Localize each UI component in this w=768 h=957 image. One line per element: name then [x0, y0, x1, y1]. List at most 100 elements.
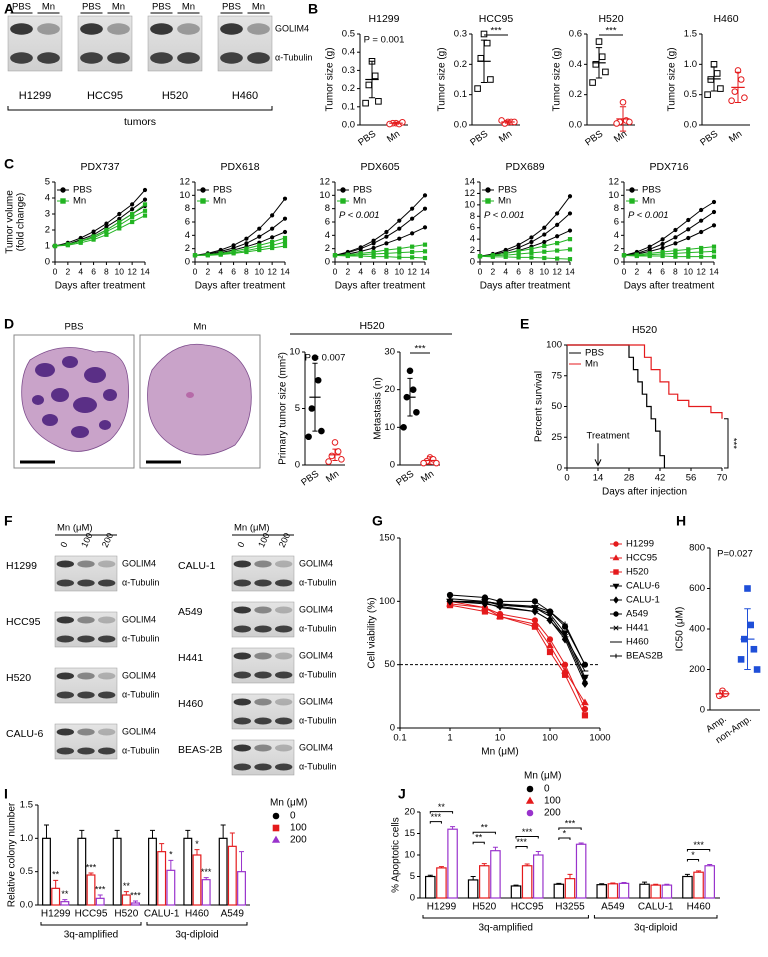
data-point: [555, 241, 560, 246]
data-point: [711, 249, 717, 254]
data-point: [634, 253, 639, 259]
data-point: [546, 636, 554, 643]
y-tick-label: 4: [185, 230, 190, 241]
error-bar: [696, 870, 702, 873]
legend-title: Mn (μM): [524, 771, 561, 782]
data-point: [567, 211, 573, 216]
y-tick-label: 4: [325, 230, 330, 241]
y-tick-label: 0: [390, 460, 395, 471]
data-point: [397, 246, 402, 251]
y-axis-label: Tumor size (g): [667, 47, 678, 111]
error-bar: [149, 829, 155, 839]
data-point: [529, 235, 534, 240]
error-bar: [642, 881, 648, 885]
data-point: [422, 206, 428, 211]
y-tick-label: 5: [295, 403, 300, 414]
blot-band: [274, 717, 293, 725]
significance-label: ***: [95, 884, 106, 894]
blot-band: [56, 672, 75, 680]
series-line: [479, 195, 571, 257]
y-tick-label: 1.0: [684, 59, 697, 70]
data-point: [562, 621, 568, 627]
y-tick-label: 2: [185, 243, 190, 254]
y-tick-label: 6: [325, 217, 330, 228]
x-tick-label: 100: [542, 733, 558, 744]
data-point: [704, 91, 711, 98]
blot-band: [233, 579, 252, 587]
data-point: [516, 251, 521, 257]
data-point: [384, 251, 389, 256]
group-label: 3q-diploid: [175, 930, 218, 941]
blot-band: [254, 744, 272, 752]
error-bar: [513, 884, 519, 886]
error-bar: [220, 824, 226, 839]
data-point: [117, 226, 122, 231]
series-line: [54, 215, 146, 247]
blot-band: [233, 763, 252, 771]
data-point: [244, 249, 249, 255]
x-tick-label: 8: [529, 266, 534, 276]
data-point: [384, 229, 389, 235]
data-point: [142, 208, 148, 213]
y-axis-label: IC50 (μM): [675, 607, 686, 652]
protein-label: α-Tubulin: [275, 52, 312, 62]
significance-bracket: [429, 811, 454, 814]
bar: [51, 887, 61, 906]
data-point: [673, 241, 678, 246]
y-tick-label: 2: [45, 225, 50, 236]
legend-label: H441: [626, 623, 649, 634]
data-point: [711, 254, 717, 259]
data-point: [130, 207, 135, 212]
protein-label: α-Tubulin: [122, 633, 159, 643]
data-point: [365, 81, 373, 89]
data-point: [547, 613, 553, 620]
error-bar: [312, 362, 318, 432]
data-point: [686, 217, 691, 223]
legend-marker: [271, 835, 281, 843]
y-tick-label: 0.3: [342, 65, 355, 76]
data-point: [699, 245, 704, 251]
y-tick-label: 5: [45, 177, 50, 188]
legend-label: H460: [626, 637, 649, 648]
y-tick-label: 1.5: [20, 800, 33, 811]
significance-bracket: [429, 821, 442, 824]
p-value: P = 0.007: [305, 353, 346, 364]
x-tick-label: 0: [193, 266, 198, 276]
protein-label: GOLIM4: [299, 558, 333, 568]
x-tick-label: 28: [624, 473, 635, 484]
significance-label: **: [123, 881, 131, 891]
series-line: [334, 208, 426, 256]
x-tick-label: 4: [78, 266, 83, 276]
legend-marker: [272, 824, 280, 832]
x-tick-label: 14: [420, 266, 430, 276]
data-point: [542, 255, 547, 261]
series-line: [449, 600, 586, 672]
data-point: [218, 252, 223, 257]
data-point: [410, 206, 415, 211]
x-tick-label: H460: [185, 909, 209, 920]
data-point: [257, 234, 262, 239]
data-point: [270, 213, 275, 218]
blot-band: [97, 691, 116, 699]
bar: [131, 902, 140, 906]
blot-caption: tumors: [124, 116, 156, 128]
x-tick-label: H520: [114, 909, 138, 920]
y-tick-label: 0.5: [20, 866, 33, 877]
error-bar: [710, 66, 718, 92]
data-point: [686, 235, 691, 241]
p-value: P=0.027: [717, 549, 753, 560]
series-line: [334, 254, 426, 259]
legend-label: 100: [290, 823, 307, 834]
error-bar: [610, 882, 616, 884]
lane-label: Mn: [112, 2, 125, 13]
error-bar: [664, 883, 670, 886]
x-tick-label: PBS: [394, 469, 416, 489]
bar: [86, 874, 96, 906]
error-bar: [62, 899, 68, 902]
data-point: [686, 250, 691, 255]
bar: [157, 851, 167, 906]
series-line: [54, 189, 146, 247]
panel-letter: A: [4, 1, 14, 17]
legend-label: 0: [544, 784, 550, 795]
significance-label: ***: [727, 438, 738, 449]
